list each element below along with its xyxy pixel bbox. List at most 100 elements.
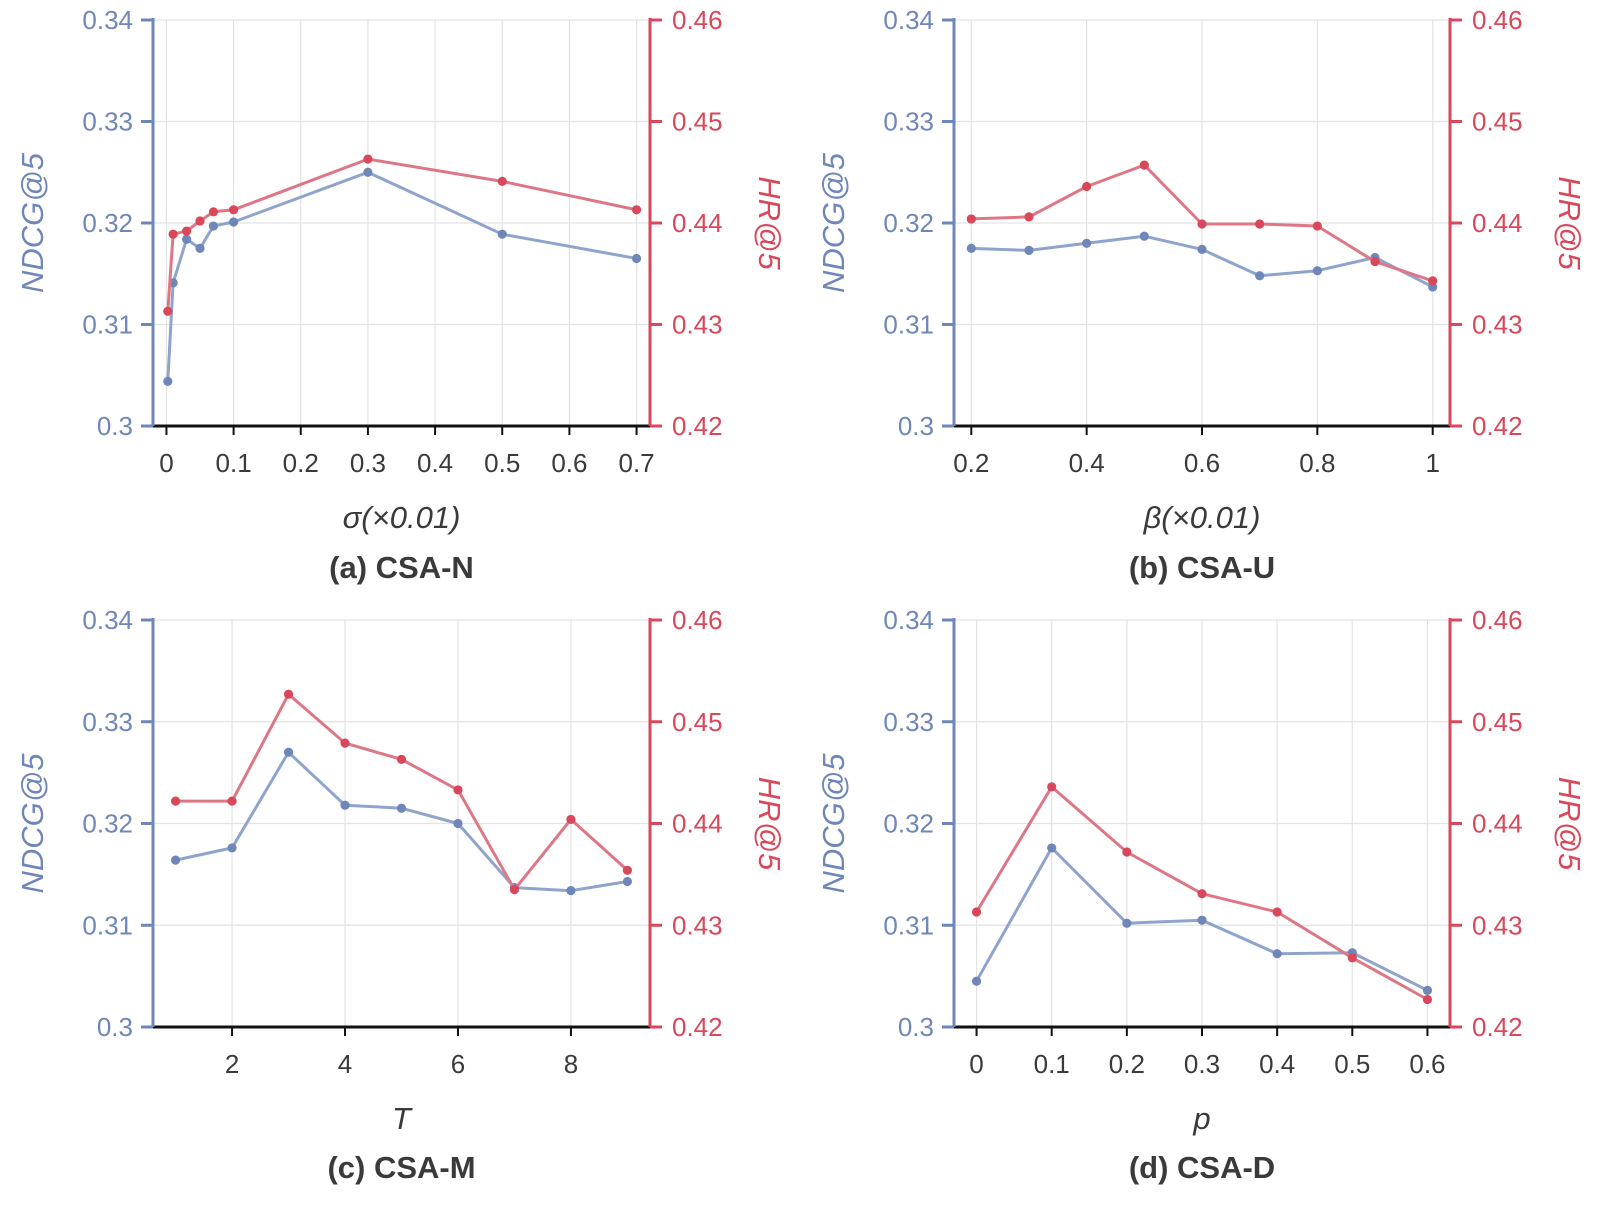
right-axis-title: HR@5 bbox=[1552, 176, 1587, 270]
hr-data-point bbox=[1428, 276, 1438, 286]
left-tick-label: 0.32 bbox=[883, 208, 934, 238]
left-tick-label: 0.33 bbox=[883, 707, 934, 737]
hr-series-line bbox=[175, 692, 629, 892]
ndcg-data-point bbox=[208, 221, 219, 231]
hr-data-point bbox=[1312, 221, 1322, 231]
ndcg-data-point bbox=[1255, 271, 1265, 281]
right-tick-label: 0.45 bbox=[1472, 707, 1523, 737]
right-tick-label: 0.45 bbox=[672, 107, 723, 137]
x-tick-label: 0.8 bbox=[1299, 448, 1335, 478]
hr-data-point bbox=[1197, 889, 1207, 899]
x-tick-label: 0.4 bbox=[417, 448, 453, 478]
panel-caption: (a) CSA-N bbox=[329, 550, 474, 585]
x-tick-label: 0.4 bbox=[1259, 1049, 1295, 1079]
x-axis-title: β(×0.01) bbox=[1143, 500, 1261, 535]
ndcg-data-point bbox=[1082, 238, 1092, 248]
right-tick-label: 0.45 bbox=[672, 707, 723, 737]
right-tick-label: 0.46 bbox=[1472, 5, 1523, 35]
left-axis-title: NDCG@5 bbox=[15, 152, 50, 293]
panel-caption: (d) CSA-D bbox=[1129, 1150, 1275, 1185]
left-tick-label: 0.33 bbox=[883, 107, 934, 137]
hr-data-point bbox=[1047, 782, 1057, 792]
panel-caption: (b) CSA-U bbox=[1129, 550, 1275, 585]
x-tick-label: 0.2 bbox=[283, 448, 319, 478]
hr-data-point bbox=[631, 205, 642, 215]
left-tick-label: 0.3 bbox=[898, 1012, 934, 1042]
ndcg-data-point bbox=[631, 253, 642, 264]
hr-data-point bbox=[228, 205, 239, 215]
hr-data-point bbox=[566, 814, 576, 825]
chart-panel-3: 2 4 6 8 0.3 0.31 0.32 0.33 0.34 0.42 0.43 0.44 0.45 0… bbox=[15, 605, 787, 1185]
x-tick-label: 0.2 bbox=[1109, 1049, 1145, 1079]
hr-data-point bbox=[1272, 907, 1282, 917]
x-tick-label: 0.1 bbox=[1034, 1049, 1070, 1079]
hr-data-point bbox=[966, 214, 976, 224]
hr-data-point bbox=[396, 754, 407, 764]
x-tick-label: 0 bbox=[969, 1049, 983, 1079]
x-tick-label: 1 bbox=[1425, 448, 1439, 478]
hr-data-point bbox=[1139, 160, 1149, 170]
ndcg-data-point bbox=[181, 234, 192, 244]
hr-data-point bbox=[1255, 219, 1265, 229]
left-axis-title: NDCG@5 bbox=[816, 152, 851, 293]
panel-caption: (c) CSA-M bbox=[327, 1150, 475, 1185]
left-tick-label: 0.33 bbox=[82, 707, 133, 737]
hr-data-point bbox=[363, 154, 373, 164]
left-tick-label: 0.32 bbox=[883, 809, 934, 839]
ndcg-data-point bbox=[396, 803, 407, 813]
chart-panel-1: 0 0.1 0.2 0.3 0.4 0.5 0.6 0.7 0.3 0.31 0.32 0.33 0.3… bbox=[15, 5, 787, 585]
ndcg-data-point bbox=[163, 376, 173, 386]
right-tick-label: 0.42 bbox=[1472, 411, 1523, 441]
left-axis-title: NDCG@5 bbox=[816, 753, 851, 894]
x-tick-label: 2 bbox=[225, 1049, 239, 1079]
left-tick-label: 0.3 bbox=[97, 411, 133, 441]
ndcg-data-point bbox=[170, 855, 181, 865]
hr-data-point bbox=[1122, 847, 1132, 857]
ndcg-data-point bbox=[1139, 231, 1149, 241]
x-axis-title: T bbox=[392, 1101, 413, 1136]
right-tick-label: 0.43 bbox=[672, 310, 723, 340]
hr-series-line bbox=[166, 157, 637, 312]
right-tick-label: 0.44 bbox=[1472, 809, 1523, 839]
right-tick-label: 0.46 bbox=[672, 5, 723, 35]
hr-data-point bbox=[195, 216, 205, 226]
left-tick-label: 0.34 bbox=[883, 605, 934, 635]
x-tick-label: 6 bbox=[451, 1049, 465, 1079]
right-tick-label: 0.46 bbox=[672, 605, 723, 635]
hr-data-point bbox=[1024, 212, 1034, 222]
right-axis-title: HR@5 bbox=[752, 777, 787, 871]
ndcg-data-point bbox=[340, 800, 350, 810]
right-tick-label: 0.43 bbox=[1472, 910, 1523, 940]
x-tick-label: 0.4 bbox=[1069, 448, 1105, 478]
right-tick-label: 0.45 bbox=[1472, 107, 1523, 137]
hr-data-point bbox=[208, 207, 219, 217]
right-tick-label: 0.46 bbox=[1472, 605, 1523, 635]
x-tick-label: 0.5 bbox=[484, 448, 520, 478]
ndcg-data-point bbox=[622, 876, 633, 887]
left-tick-label: 0.32 bbox=[82, 809, 133, 839]
ndcg-data-point bbox=[1312, 266, 1322, 276]
left-tick-label: 0.32 bbox=[82, 208, 133, 238]
ndcg-data-point bbox=[1272, 949, 1282, 959]
ndcg-data-point bbox=[363, 167, 373, 177]
ndcg-data-point bbox=[971, 976, 982, 986]
hr-data-point bbox=[163, 306, 173, 316]
left-tick-label: 0.31 bbox=[82, 310, 133, 340]
x-tick-label: 0.6 bbox=[551, 448, 587, 478]
right-tick-label: 0.44 bbox=[672, 809, 723, 839]
ndcg-data-point bbox=[283, 747, 294, 757]
left-tick-label: 0.34 bbox=[883, 5, 934, 35]
hr-data-point bbox=[1422, 994, 1433, 1005]
ndcg-data-point bbox=[966, 243, 976, 253]
x-axis-title: p bbox=[1192, 1101, 1210, 1136]
x-tick-label: 8 bbox=[564, 1049, 578, 1079]
chart-panel-4: 0 0.1 0.2 0.3 0.4 0.5 0.6 0.3 0.31 0.32 0.33 0.34 0.… bbox=[816, 605, 1587, 1185]
hr-data-point bbox=[509, 885, 520, 895]
ndcg-data-point bbox=[453, 818, 463, 829]
left-tick-label: 0.34 bbox=[82, 5, 133, 35]
hr-data-point bbox=[622, 865, 633, 875]
right-tick-label: 0.42 bbox=[672, 411, 723, 441]
right-tick-label: 0.43 bbox=[1472, 310, 1523, 340]
left-tick-label: 0.3 bbox=[898, 411, 934, 441]
hr-data-point bbox=[283, 689, 294, 699]
